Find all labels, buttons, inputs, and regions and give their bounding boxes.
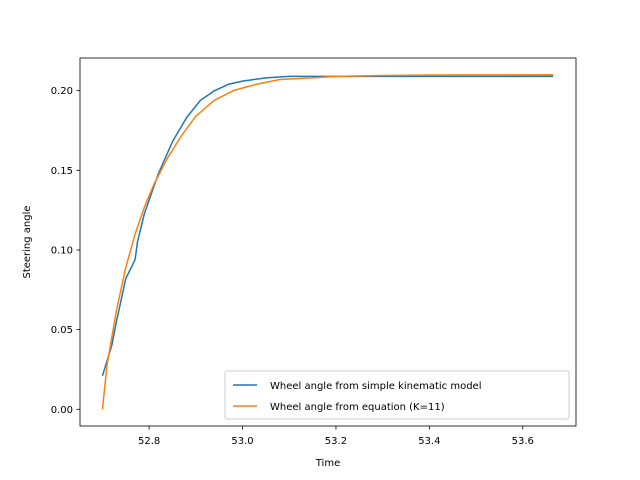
y-axis-ticks: 0.00 0.05 0.10 0.15 0.20 bbox=[51, 86, 80, 416]
y-tick-label: 0.10 bbox=[51, 245, 73, 256]
x-axis-ticks: 52.8 53.0 53.2 53.4 53.6 bbox=[138, 426, 534, 447]
legend: Wheel angle from simple kinematic model … bbox=[225, 371, 569, 419]
y-tick-label: 0.20 bbox=[51, 86, 73, 97]
legend-label-0: Wheel angle from simple kinematic model bbox=[270, 381, 482, 392]
y-tick-label: 0.15 bbox=[51, 166, 73, 177]
series-line-1 bbox=[102, 75, 553, 410]
series-lines bbox=[102, 75, 553, 410]
legend-label-1: Wheel angle from equation (K=11) bbox=[270, 402, 445, 413]
series-line-0 bbox=[102, 76, 553, 376]
x-axis-label: Time bbox=[315, 458, 340, 469]
x-tick-label: 53.2 bbox=[325, 436, 347, 447]
x-tick-label: 53.0 bbox=[231, 436, 253, 447]
y-tick-label: 0.00 bbox=[51, 405, 73, 416]
x-tick-label: 53.6 bbox=[512, 436, 534, 447]
x-tick-label: 52.8 bbox=[138, 436, 160, 447]
x-tick-label: 53.4 bbox=[418, 436, 440, 447]
y-axis-label: Steering angle bbox=[22, 205, 33, 278]
y-tick-label: 0.05 bbox=[51, 325, 73, 336]
